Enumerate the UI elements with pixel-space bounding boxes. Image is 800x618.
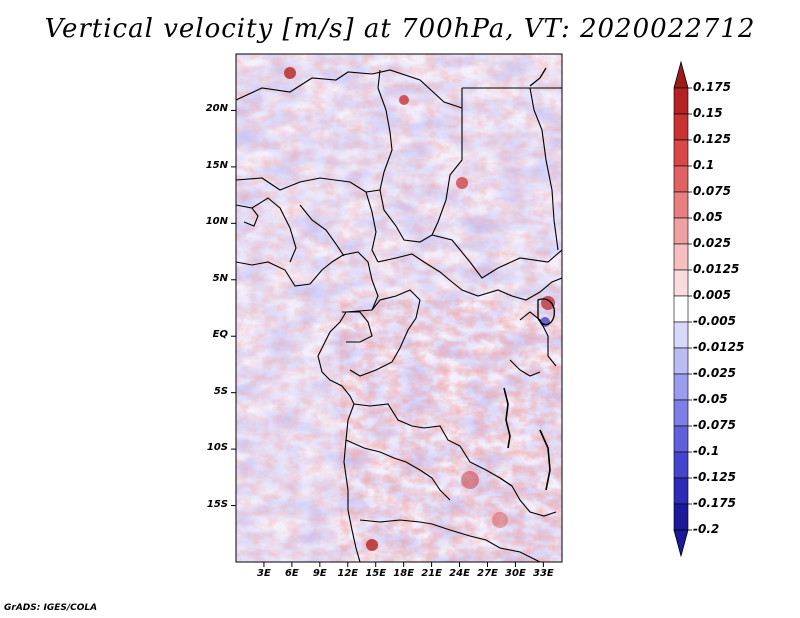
lake-malawi xyxy=(539,429,551,491)
colorbar-segment xyxy=(673,425,689,453)
colorbar-label: 0.005 xyxy=(693,288,731,302)
strong-ascent-cell xyxy=(366,539,378,551)
colorbar-label: -0.1 xyxy=(693,444,720,458)
coast-egypt xyxy=(529,67,547,87)
colorbar-label: -0.075 xyxy=(693,418,736,432)
strong-ascent-cell xyxy=(541,296,555,310)
colorbar-bottom-arrow xyxy=(673,529,689,558)
colorbar-label: 0.075 xyxy=(693,184,731,198)
border-angola-drc xyxy=(353,403,513,487)
country-borders xyxy=(236,67,562,562)
colorbar-label: -0.005 xyxy=(693,314,736,328)
colorbar-segment xyxy=(673,165,689,193)
lat-tick-label: 10N xyxy=(205,216,228,228)
strong-ascent-cell xyxy=(456,177,468,189)
lon-tick-label: 9E xyxy=(312,568,327,579)
border-sahel xyxy=(236,177,381,193)
colorbar-segment xyxy=(673,321,689,349)
colorbar-segment xyxy=(673,113,689,141)
colorbar-label: 0.025 xyxy=(693,236,731,250)
border-small xyxy=(243,207,259,227)
border-chad-sudan xyxy=(431,88,463,236)
colorbar-label: 0.175 xyxy=(693,80,731,94)
colorbar-label: 0.125 xyxy=(693,132,731,146)
lat-tick-label: 15N xyxy=(205,159,228,171)
border-angola-zambia xyxy=(345,439,451,501)
colorbar-segment xyxy=(673,139,689,167)
river-nile xyxy=(529,87,559,251)
colorbar-label: 0.0125 xyxy=(693,262,740,276)
border-namibia xyxy=(359,519,471,537)
strong-ascent-cell xyxy=(284,67,296,79)
colorbar-top-arrow xyxy=(673,60,689,89)
lon-tick-label: 21E xyxy=(421,568,442,579)
lake-tanganyika xyxy=(503,387,511,449)
lat-tick-label: 15S xyxy=(206,498,228,510)
colorbar-label: 0.1 xyxy=(693,158,715,172)
plot-frame xyxy=(235,53,563,563)
colorbar-segment xyxy=(673,451,689,479)
strong-ascent-cell xyxy=(492,512,508,528)
field-ascent-region-south xyxy=(340,300,562,562)
colorbar-segment xyxy=(673,87,689,115)
border-libya-chad xyxy=(377,69,393,191)
border-car-drc xyxy=(377,253,562,301)
border-nigeria-chad xyxy=(365,191,379,263)
colorbar-segment xyxy=(673,217,689,245)
vertical-velocity-field xyxy=(236,54,562,562)
colorbar-segment xyxy=(673,269,689,297)
border-botswana xyxy=(469,535,541,562)
border-gabon xyxy=(342,311,373,343)
lake-victoria xyxy=(537,298,555,326)
lon-tick-label: 33E xyxy=(532,568,554,579)
lat-tick-label: EQ xyxy=(212,329,228,341)
lon-tick-label: 15E xyxy=(365,568,387,579)
colorbar-label: 0.05 xyxy=(693,210,723,224)
lon-tick-label: 3E xyxy=(257,568,271,579)
lon-tick-label: 18E xyxy=(393,568,415,579)
colorbar-segment xyxy=(673,243,689,271)
strong-ascent-cell xyxy=(461,471,479,489)
axis-ticks xyxy=(231,109,544,567)
footer-credit: GrADS: IGES/COLA xyxy=(4,603,98,613)
colorbar-label: -0.0125 xyxy=(693,340,745,354)
lon-tick-label: 24E xyxy=(449,568,470,579)
border-congo-drc xyxy=(349,289,421,377)
colorbar-segment xyxy=(673,347,689,375)
colorbar-label: -0.025 xyxy=(693,366,736,380)
border-rwanda xyxy=(509,359,541,377)
border-westafrica-2 xyxy=(299,204,345,257)
colorbar-label: 0.15 xyxy=(693,106,723,120)
colorbar-segment xyxy=(673,477,689,505)
lon-tick-label: 30E xyxy=(505,568,526,579)
colorbar-label: -0.05 xyxy=(693,392,728,406)
coastline xyxy=(236,251,379,562)
border-uganda xyxy=(519,311,557,367)
lon-tick-label: 12E xyxy=(337,568,359,579)
border-car-sudan xyxy=(379,189,562,279)
colorbar xyxy=(673,60,692,558)
lat-tick-label: 10S xyxy=(206,442,228,454)
colorbar-label: -0.125 xyxy=(693,470,736,484)
border-sahara xyxy=(236,69,463,109)
colorbar-label: -0.175 xyxy=(693,496,736,510)
colorbar-segment xyxy=(673,373,689,401)
lat-tick-label: 5N xyxy=(212,272,228,284)
lon-tick-label: 27E xyxy=(477,568,498,579)
colorbar-label: -0.2 xyxy=(693,522,720,536)
lat-tick-label: 5S xyxy=(213,385,228,397)
colorbar-segment xyxy=(673,295,689,323)
colorbar-segment xyxy=(673,191,689,219)
colorbar-segment xyxy=(673,503,689,531)
strong-ascent-cell xyxy=(399,95,409,105)
border-zambia-mozambique xyxy=(499,477,557,517)
lon-tick-label: 6E xyxy=(284,568,299,579)
map-title: Vertical velocity [m/s] at 700hPa, VT: 2… xyxy=(44,14,756,44)
lat-tick-label: 20N xyxy=(205,103,228,115)
colorbar-segment xyxy=(673,399,689,427)
